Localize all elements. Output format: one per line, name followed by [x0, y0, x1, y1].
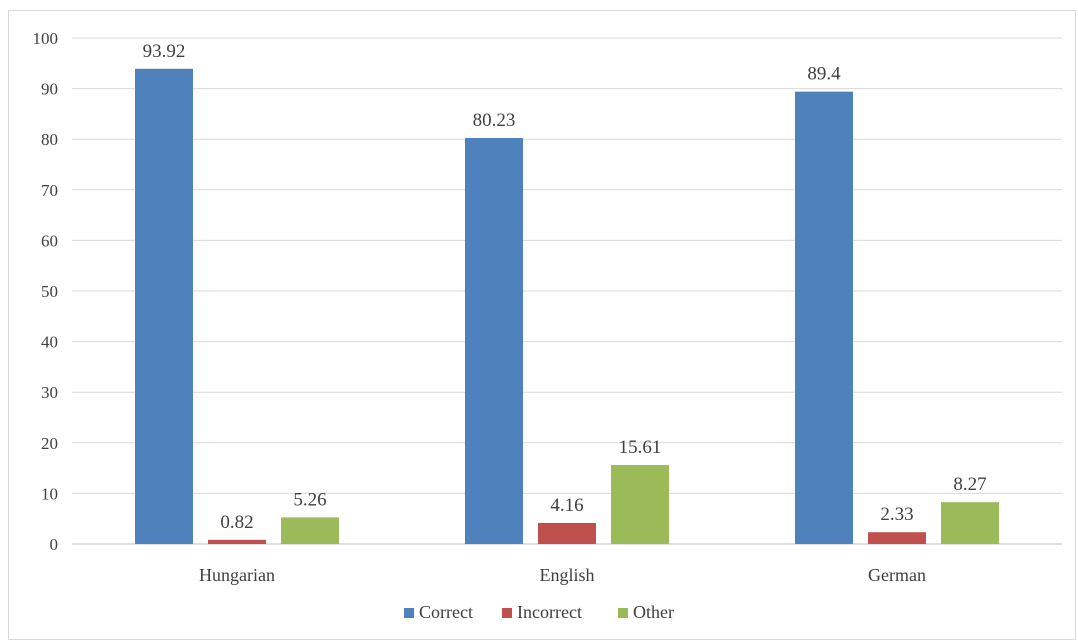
category-label-english: English: [539, 565, 594, 585]
bar-other-english: [611, 465, 669, 544]
y-tick-label: 70: [41, 181, 58, 200]
gridlines: [72, 37, 1062, 545]
legend-swatch-other: [618, 608, 628, 618]
y-tick-label: 100: [33, 29, 59, 48]
y-tick-label: 50: [41, 282, 58, 301]
y-tick-label: 20: [41, 434, 58, 453]
legend-label-other: Other: [633, 602, 674, 622]
y-tick-label: 0: [50, 535, 59, 554]
bars: [135, 68, 999, 545]
bar-correct-hungarian: [135, 68, 193, 544]
y-tick-label: 10: [41, 484, 58, 503]
category-label-german: German: [868, 565, 926, 585]
y-tick-label: 30: [41, 383, 58, 402]
bar-correct-german: [795, 91, 853, 545]
y-tick-label: 90: [41, 80, 58, 99]
legend-label-incorrect: Incorrect: [517, 602, 582, 622]
y-tick-label: 80: [41, 130, 58, 149]
legend-swatch-incorrect: [502, 608, 512, 618]
data-label-other-german: 8.27: [953, 474, 986, 495]
data-label-incorrect-hungarian: 0.82: [220, 512, 253, 533]
bar-incorrect-english: [538, 522, 596, 544]
data-label-correct-german: 89.4: [807, 64, 841, 85]
data-labels: 93.92 0.82 5.26 80.23 4.16 15.61 89.4 2.33 8.27: [143, 41, 987, 533]
category-label-hungarian: Hungarian: [199, 565, 275, 585]
legend: Correct Incorrect Other: [404, 602, 674, 622]
data-label-other-hungarian: 5.26: [293, 489, 326, 510]
legend-swatch-correct: [404, 608, 414, 618]
bar-other-german: [941, 502, 999, 544]
data-label-other-english: 15.61: [619, 437, 662, 458]
data-label-incorrect-english: 4.16: [550, 495, 583, 516]
x-axis-categories: Hungarian English German: [199, 565, 926, 585]
bar-correct-english: [465, 138, 523, 544]
data-label-incorrect-german: 2.33: [880, 504, 913, 525]
bar-incorrect-hungarian: [208, 539, 266, 544]
bar-other-hungarian: [281, 517, 339, 544]
data-label-correct-hungarian: 93.92: [143, 41, 186, 62]
data-label-correct-english: 80.23: [473, 110, 516, 131]
y-tick-label: 40: [41, 333, 58, 352]
bar-incorrect-german: [868, 532, 926, 544]
y-axis-ticks: 0 10 20 30 40 50 60 70 80 90 100: [33, 29, 59, 554]
legend-label-correct: Correct: [419, 602, 473, 622]
y-tick-label: 60: [41, 231, 58, 250]
